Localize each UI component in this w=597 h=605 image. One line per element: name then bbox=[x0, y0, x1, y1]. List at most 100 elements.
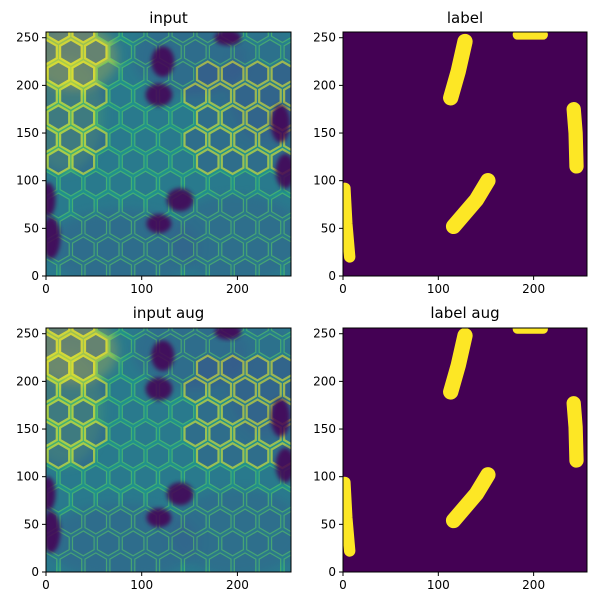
honeycomb-cell bbox=[110, 334, 131, 359]
panel-label-aug: label aug 0 100 200 050100150200250 bbox=[313, 304, 587, 592]
y-tick-label: 0 bbox=[328, 269, 336, 283]
honeycomb-cell bbox=[147, 149, 169, 174]
y-tick-label: 50 bbox=[321, 517, 336, 531]
y-tick-label: 100 bbox=[16, 174, 39, 188]
honeycomb-cell bbox=[97, 105, 119, 130]
y-tick-label: 50 bbox=[24, 221, 39, 235]
honeycomb-cell bbox=[222, 105, 244, 130]
honeycomb-cell bbox=[272, 193, 294, 218]
honeycomb-cell bbox=[197, 443, 219, 468]
honeycomb-cell bbox=[122, 193, 144, 218]
honeycomb-cell bbox=[297, 487, 319, 512]
honeycomb-cell bbox=[135, 421, 157, 446]
honeycomb-cell bbox=[259, 84, 281, 109]
y-tick-label: 250 bbox=[313, 327, 336, 341]
honeycomb-cell bbox=[172, 400, 194, 425]
honeycomb-cell bbox=[85, 259, 107, 284]
honeycomb-cell bbox=[73, 18, 95, 43]
honeycomb-cell bbox=[172, 237, 194, 262]
honeycomb-cell bbox=[234, 421, 256, 446]
honeycomb-cell bbox=[247, 149, 269, 174]
dark-blob bbox=[276, 154, 295, 188]
honeycomb-cell bbox=[197, 149, 219, 174]
honeycomb-cell bbox=[234, 509, 256, 534]
honeycomb-cell bbox=[272, 18, 294, 43]
honeycomb-cell bbox=[97, 62, 119, 87]
honeycomb-cell bbox=[85, 553, 107, 578]
dark-blob bbox=[271, 398, 290, 436]
honeycomb-cell bbox=[160, 553, 182, 578]
honeycomb-cell bbox=[60, 465, 82, 490]
x-axis: 0 100 200 bbox=[42, 276, 249, 296]
honeycomb-cell bbox=[247, 18, 269, 43]
honeycomb-cell bbox=[73, 400, 95, 425]
honeycomb-cell bbox=[247, 193, 269, 218]
honeycomb-cell bbox=[160, 259, 182, 284]
honeycomb-cell bbox=[85, 127, 107, 152]
honeycomb-cell bbox=[272, 237, 294, 262]
x-tick-label: 0 bbox=[42, 282, 50, 296]
honeycomb-cell bbox=[110, 215, 131, 240]
honeycomb-cell bbox=[234, 40, 256, 65]
honeycomb-cell bbox=[259, 40, 281, 65]
dark-blob bbox=[151, 46, 174, 77]
honeycomb-cell bbox=[60, 421, 82, 446]
honeycomb-cell bbox=[135, 553, 157, 578]
dark-blob bbox=[146, 214, 171, 233]
honeycomb-cell bbox=[222, 487, 244, 512]
honeycomb-cell bbox=[172, 443, 194, 468]
y-tick-label: 50 bbox=[24, 517, 39, 531]
honeycomb-cell bbox=[85, 465, 107, 490]
honeycomb-cell bbox=[85, 171, 107, 196]
honeycomb-cell bbox=[122, 105, 144, 130]
dark-blob bbox=[214, 324, 241, 339]
y-axis: 0 50 100 150 200 250 bbox=[16, 327, 46, 579]
panel-input: input 0 100 200 050100150200250 bbox=[16, 9, 318, 296]
image-layer bbox=[343, 32, 587, 276]
y-tick-label: 50 bbox=[321, 221, 336, 235]
mask-blob bbox=[345, 188, 350, 257]
x-tick-label: 0 bbox=[339, 578, 347, 592]
honeycomb-cell bbox=[209, 378, 231, 403]
honeycomb-cell bbox=[97, 356, 119, 381]
honeycomb-cell bbox=[97, 18, 119, 43]
dark-blob bbox=[146, 378, 173, 401]
dark-blob bbox=[41, 511, 60, 553]
honeycomb-cell bbox=[272, 356, 294, 381]
honeycomb-cell bbox=[172, 531, 194, 556]
honeycomb-cell bbox=[197, 105, 219, 130]
honeycomb-cell bbox=[160, 421, 182, 446]
honeycomb-cell bbox=[284, 378, 306, 403]
honeycomb-cell bbox=[147, 105, 169, 130]
honeycomb-cell bbox=[185, 509, 207, 534]
honeycomb-cell bbox=[73, 193, 95, 218]
honeycomb-cell bbox=[222, 356, 244, 381]
honeycomb-cell bbox=[185, 84, 207, 109]
honeycomb-cell bbox=[60, 127, 82, 152]
honeycomb-cell bbox=[73, 62, 95, 87]
honeycomb-cell bbox=[297, 400, 319, 425]
y-tick-label: 100 bbox=[313, 470, 336, 484]
honeycomb-cell bbox=[48, 18, 69, 43]
honeycomb-cell bbox=[97, 149, 119, 174]
x-axis: 0 100 200 bbox=[339, 276, 545, 296]
dark-blob bbox=[167, 482, 194, 505]
y-tick-label: 250 bbox=[16, 31, 39, 45]
honeycomb-cell bbox=[284, 40, 306, 65]
honeycomb-cell bbox=[247, 312, 269, 337]
panel-title: input bbox=[149, 9, 188, 27]
honeycomb-cell bbox=[284, 84, 306, 109]
honeycomb-cell bbox=[122, 443, 144, 468]
honeycomb-cell bbox=[284, 215, 306, 240]
y-tick-label: 0 bbox=[328, 565, 336, 579]
mask-blob bbox=[345, 482, 350, 551]
y-tick-label: 150 bbox=[313, 422, 336, 436]
honeycomb-cell bbox=[110, 40, 131, 65]
honeycomb-cell bbox=[272, 62, 294, 87]
panel-title: label bbox=[447, 9, 483, 27]
honeycomb-cell bbox=[60, 334, 82, 359]
honeycomb-cell bbox=[110, 171, 131, 196]
honeycomb-cell bbox=[73, 105, 95, 130]
honeycomb-cell bbox=[297, 149, 319, 174]
y-tick-label: 200 bbox=[16, 78, 39, 92]
